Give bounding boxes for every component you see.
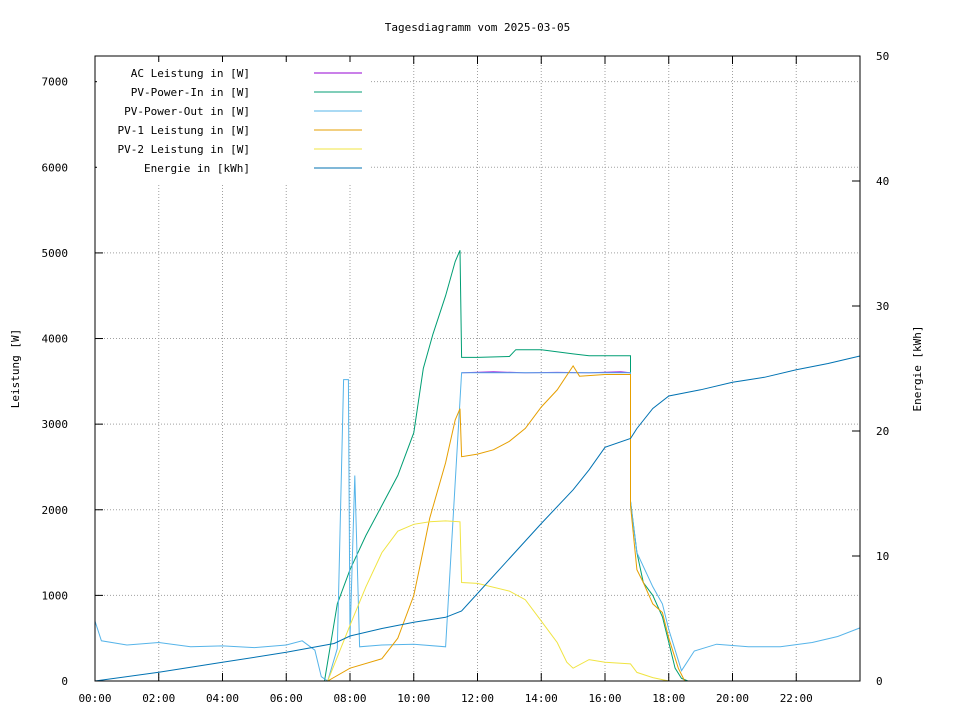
y-tick-label: 3000	[42, 418, 69, 431]
x-tick-label: 08:00	[333, 692, 366, 705]
x-tick-label: 22:00	[780, 692, 813, 705]
y2-tick-label: 50	[876, 50, 889, 63]
series-line-5	[327, 520, 669, 682]
y2-tick-label: 20	[876, 425, 889, 438]
series-line-6	[94, 355, 861, 682]
y-tick-label: 0	[61, 675, 68, 688]
x-tick-label: 12:00	[461, 692, 494, 705]
legend-label-4: PV-1 Leistung in [W]	[118, 124, 250, 137]
legend-background	[97, 62, 369, 184]
x-tick-label: 16:00	[588, 692, 621, 705]
y2-tick-label: 0	[876, 675, 883, 688]
y-tick-label: 2000	[42, 504, 69, 517]
x-tick-label: 00:00	[78, 692, 111, 705]
series-line-4	[327, 364, 686, 682]
x-tick-label: 02:00	[142, 692, 175, 705]
y-tick-label: 6000	[42, 161, 69, 174]
y-tick-label: 4000	[42, 333, 69, 346]
x-tick-label: 14:00	[525, 692, 558, 705]
legend-label-1: AC Leistung in [W]	[131, 67, 250, 80]
y2-tick-label: 10	[876, 550, 889, 563]
legend-label-3: PV-Power-Out in [W]	[124, 105, 250, 118]
y-tick-label: 5000	[42, 247, 69, 260]
x-tick-label: 04:00	[206, 692, 239, 705]
y2-tick-label: 30	[876, 300, 889, 313]
x-tick-label: 18:00	[652, 692, 685, 705]
legend-label-5: PV-2 Leistung in [W]	[118, 143, 250, 156]
chart-title: Tagesdiagramm vom 2025-03-05	[385, 21, 570, 34]
series-layer	[94, 250, 861, 682]
legend-label-2: PV-Power-In in [W]	[131, 86, 250, 99]
grid	[95, 56, 860, 681]
legend-label-6: Energie in [kWh]	[144, 162, 250, 175]
series-line-3	[94, 372, 861, 682]
ticks: 00:00 02:00 04:00 06:00 08:00 10:00 12:00 14:00…	[42, 50, 890, 705]
y-tick-label: 1000	[42, 589, 69, 602]
series-line-2	[324, 250, 689, 682]
y2-axis-label: Energie [kWh]	[911, 325, 924, 411]
legend: AC Leistung in [W] PV-Power-In in [W] PV-P…	[97, 62, 369, 184]
x-tick-label: 10:00	[397, 692, 430, 705]
y-axis-label: Leistung [W]	[9, 329, 22, 408]
y-tick-label: 7000	[42, 76, 69, 89]
y2-tick-label: 40	[876, 175, 889, 188]
x-tick-label: 06:00	[270, 692, 303, 705]
x-tick-label: 20:00	[716, 692, 749, 705]
